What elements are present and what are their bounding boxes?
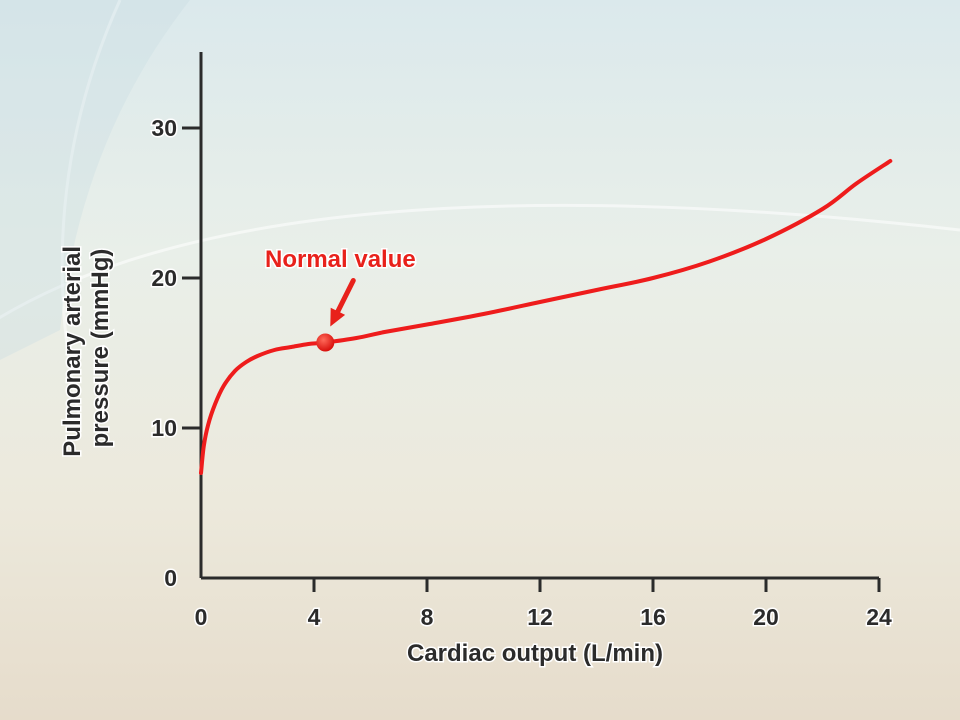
annotation-label-normal-value: Normal value (265, 246, 416, 273)
y-axis-title: Pulmonary arterial pressure (mmHg) (59, 239, 114, 456)
x-tick-label-4: 4 (308, 604, 321, 630)
x-tick-label-16: 16 (640, 604, 666, 630)
annotation-arrow-head (330, 307, 346, 327)
x-tick-label-0: 0 (195, 604, 208, 630)
axes (199, 52, 879, 580)
x-axis-title: Cardiac output (L/min) (407, 640, 663, 667)
series-line-pulmonary-pressure (199, 159, 893, 475)
y-axis-title-line-1: Pulmonary arterial (59, 246, 86, 457)
annotation-layer: Normal value (264, 245, 417, 352)
y-tick-label-30: 30 (151, 115, 177, 141)
ticks: 0 4 8 12 16 20 24 0 10 20 30 (150, 114, 894, 632)
x-tick-label-24: 24 (866, 604, 892, 630)
y-tick-label-10: 10 (151, 415, 177, 441)
x-tick-label-20: 20 (753, 604, 779, 630)
x-tick-label-12: 12 (527, 604, 553, 630)
y-tick-label-20: 20 (151, 265, 177, 291)
y-axis-title-line-2: pressure (mmHg) (87, 249, 114, 448)
y-tick-label-0: 0 (164, 565, 177, 591)
x-tick-label-8: 8 (421, 604, 434, 630)
normal-value-point (316, 333, 335, 352)
background-decor (0, 0, 190, 360)
